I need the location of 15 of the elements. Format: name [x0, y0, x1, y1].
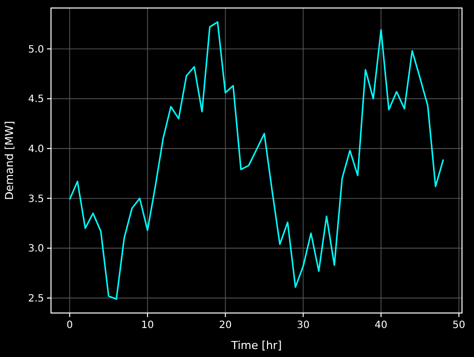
y-axis-title: Demand [MW] [3, 120, 16, 200]
y-tick-label: 4.0 [28, 144, 44, 156]
x-tick-label: 0 [66, 320, 73, 331]
y-tick-label: 3.0 [28, 244, 44, 255]
x-tick-label: 30 [296, 320, 310, 331]
y-tick-label: 3.5 [28, 194, 44, 205]
x-tick-label: 20 [218, 320, 232, 331]
x-tick-label: 50 [452, 320, 466, 331]
y-tick-label: 2.5 [28, 294, 44, 305]
y-tick-label: 5.0 [28, 44, 44, 56]
line-series [68, 21, 444, 300]
x-axis-title: Time [hr] [230, 339, 282, 352]
x-tick-label: 10 [141, 320, 154, 331]
x-tick-label: 40 [374, 320, 388, 331]
y-tick-label: 4.5 [28, 94, 44, 106]
